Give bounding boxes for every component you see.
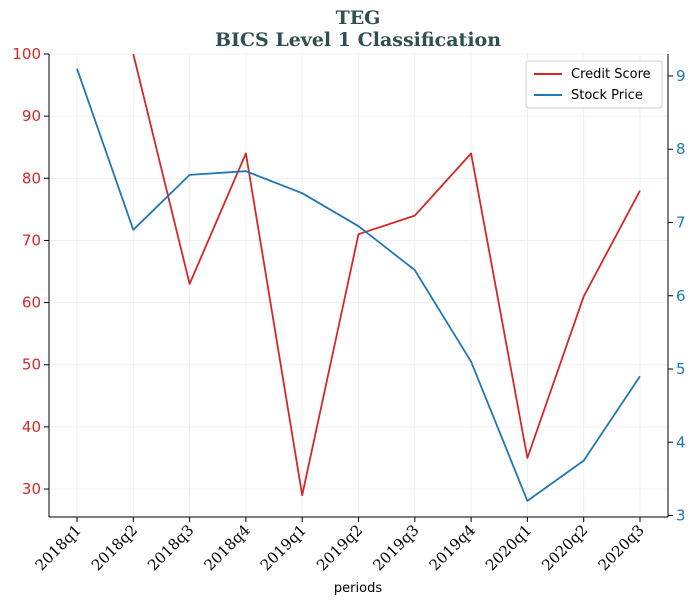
- y-left-tick-label: 80: [22, 169, 41, 187]
- y-left-tick-label: 60: [22, 294, 41, 312]
- legend: Credit Score Stock Price: [525, 60, 663, 109]
- x-axis: 2018q1 2018q2 2018q3 2018q4 2019q1 2019q2 2019…: [32, 517, 648, 574]
- y-right-tick-label: 9: [676, 67, 686, 85]
- x-axis-label: periods: [334, 581, 382, 596]
- y-left-tick-label: 70: [22, 231, 41, 249]
- series-line-stock-price: [76, 68, 641, 502]
- x-tick-label: 2018q2: [88, 521, 141, 574]
- series-line-credit-score: [132, 54, 641, 497]
- y-right-tick-label: 7: [676, 213, 686, 231]
- y-left-tick-label: 40: [22, 418, 41, 436]
- y-right-tick-label: 5: [676, 360, 686, 378]
- x-tick-label: 2018q1: [32, 521, 85, 574]
- right-axis: 3 4 5 6 7 8 9: [668, 67, 686, 525]
- legend-label-credit-score: Credit Score: [571, 67, 651, 82]
- series-layer: [76, 54, 641, 502]
- x-tick-label: 2019q2: [313, 521, 366, 574]
- x-tick-label: 2020q2: [538, 521, 591, 574]
- y-right-tick-label: 8: [676, 140, 686, 158]
- chart-title: TEG: [336, 7, 381, 29]
- y-right-tick-label: 3: [676, 507, 686, 525]
- x-tick-label: 2019q4: [426, 521, 479, 574]
- x-tick-label: 2020q1: [482, 521, 535, 574]
- y-left-tick-label: 90: [22, 107, 41, 125]
- legend-box: [525, 60, 663, 109]
- left-axis: 30 40 50 60 70 80 90 100: [12, 45, 49, 498]
- chart-subtitle: BICS Level 1 Classification: [215, 29, 501, 51]
- x-tick-label: 2018q4: [200, 521, 253, 574]
- x-tick-label: 2019q1: [257, 521, 310, 574]
- x-tick-label: 2019q3: [369, 521, 422, 574]
- grid: [49, 53, 668, 517]
- y-right-tick-label: 6: [676, 287, 686, 305]
- y-left-tick-label: 50: [22, 356, 41, 374]
- x-tick-label: 2018q3: [144, 521, 197, 574]
- y-left-tick-label: 100: [12, 45, 41, 63]
- y-right-tick-label: 4: [676, 433, 686, 451]
- x-tick-label: 2020q3: [595, 521, 648, 574]
- legend-label-stock-price: Stock Price: [571, 88, 643, 103]
- y-left-tick-label: 30: [22, 480, 41, 498]
